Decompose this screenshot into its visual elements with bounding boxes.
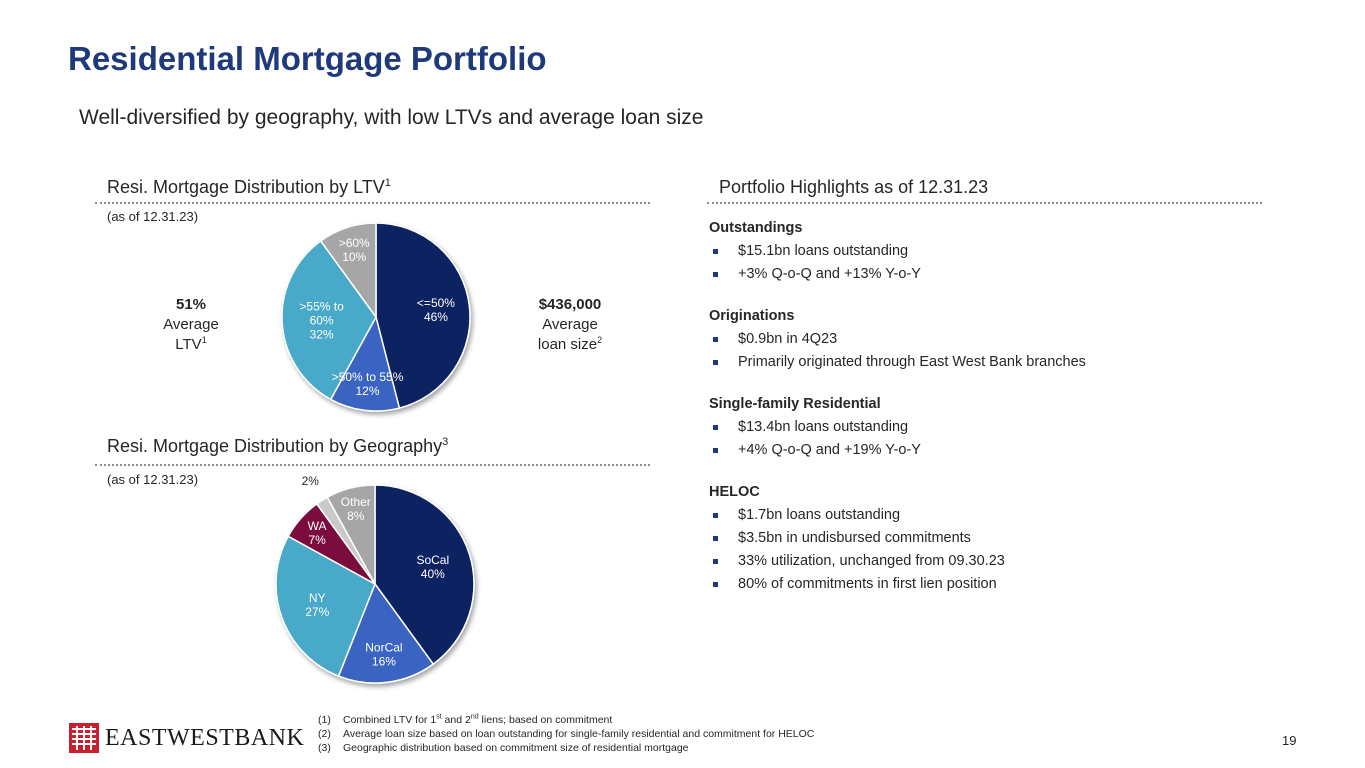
pie-label--50-: <=50% 46%: [417, 296, 455, 324]
pie-slice--55-to-60-: [281, 239, 377, 401]
bullet-square-icon: [713, 536, 718, 541]
bullet-square-icon: [713, 559, 718, 564]
bullet-square-icon: [713, 360, 718, 365]
bullet-square-icon: [713, 272, 718, 277]
footnote-1: (1) Combined LTV for 1st and 2nd liens; b…: [318, 713, 613, 727]
pie-slice-other: [326, 484, 376, 585]
average-ltv-label-2: LTV1: [175, 335, 207, 354]
highlight-group-title: Originations: [709, 308, 795, 324]
ltv-pie-chart: <=50% 46% >50% to 55% 12% >55% to 60% 32% >60% 1…: [281, 222, 471, 412]
highlight-item: 80% of commitments in first lien positio…: [709, 575, 1309, 594]
highlight-group-title: Single-family Residential: [709, 396, 881, 412]
page-title: Residential Mortgage Portfolio: [68, 40, 547, 77]
bullet-square-icon: [713, 249, 718, 254]
pie-label-wa: WA 7%: [308, 519, 327, 547]
ltv-section-heading: Resi. Mortgage Distribution by LTV1: [107, 177, 391, 197]
highlight-item: $13.4bn loans outstanding: [709, 418, 1309, 437]
highlight-group-single-family: Single-family Residential $13.4bn loans …: [709, 395, 1309, 460]
average-ltv-value: 51%: [175, 296, 207, 313]
east-west-bank-logo: EASTWESTBANK: [69, 723, 304, 753]
highlights-divider: [707, 202, 1262, 204]
average-loan-size-label-1: Average: [542, 316, 598, 333]
pie-slice-norcal: [337, 582, 435, 684]
pie-label-socal: SoCal 40%: [416, 553, 449, 581]
pie-slice--60-: [319, 222, 377, 320]
average-loan-size-value: $436,000: [538, 296, 602, 313]
highlight-item: +4% Q-o-Q and +19% Y-o-Y: [709, 441, 1309, 460]
highlight-group-heloc: HELOC $1.7bn loans outstanding $3.5bn in…: [709, 483, 1309, 594]
bullet-square-icon: [713, 425, 718, 430]
highlights-heading: Portfolio Highlights as of 12.31.23: [719, 177, 989, 197]
footnote-2: (2) Average loan size based on loan outst…: [318, 728, 815, 740]
pie-label-other: Other 8%: [341, 495, 371, 523]
ltv-as-of: (as of 12.31.23): [107, 209, 199, 224]
page-subtitle: Well-diversified by geography, with low …: [79, 106, 704, 129]
ltv-divider: [95, 202, 650, 204]
highlight-group-originations: Originations $0.9bn in 4Q23 Primarily or…: [709, 307, 1309, 372]
footnote-3: (3) Geographic distribution based on comm…: [318, 742, 689, 754]
pie-label--50-to-55-: >50% to 55% 12%: [332, 370, 404, 398]
page-number: 19: [1282, 733, 1297, 748]
pie-label--55-to-60-: >55% to 60% 32%: [299, 299, 344, 341]
geo-section-heading: Resi. Mortgage Distribution by Geography…: [107, 436, 449, 456]
pie-label-norcal: NorCal 16%: [365, 641, 402, 669]
bullet-square-icon: [713, 513, 718, 518]
highlight-item: $0.9bn in 4Q23: [709, 330, 1309, 349]
footnotes: (1) Combined LTV for 1st and 2nd liens; b…: [318, 713, 814, 755]
highlight-item: 33% utilization, unchanged from 09.30.23: [709, 552, 1309, 571]
highlights-list: Outstandings $15.1bn loans outstanding +…: [709, 219, 1309, 617]
pie-label-ny: NY 27%: [305, 591, 329, 619]
pie-label-tx: TX2%: [302, 474, 320, 488]
highlight-group-title: Outstandings: [709, 220, 803, 236]
bullet-square-icon: [713, 337, 718, 342]
bullet-square-icon: [713, 582, 718, 587]
average-ltv-stat: 51% Average LTV1: [150, 295, 232, 355]
average-loan-size-stat: $436,000 Average loan size2: [520, 295, 620, 355]
pie-slice-socal: [374, 484, 475, 666]
geo-as-of: (as of 12.31.23): [107, 472, 199, 487]
highlight-item: $3.5bn in undisbursed commitments: [709, 529, 1309, 548]
logo-wordmark: EASTWESTBANK: [105, 724, 305, 751]
highlight-group-outstandings: Outstandings $15.1bn loans outstanding +…: [709, 219, 1309, 284]
highlight-item: $15.1bn loans outstanding: [709, 242, 1309, 261]
highlight-item: $1.7bn loans outstanding: [709, 506, 1309, 525]
bullet-square-icon: [713, 448, 718, 453]
average-loan-size-label-2: loan size2: [537, 335, 603, 354]
highlight-item: +3% Q-o-Q and +13% Y-o-Y: [709, 265, 1309, 284]
highlight-item: Primarily originated through East West B…: [709, 353, 1309, 372]
pie-slice--50-to-55-: [329, 314, 401, 412]
bank-emblem-icon: [69, 723, 99, 753]
highlight-group-title: HELOC: [709, 484, 760, 500]
geo-divider: [95, 464, 650, 466]
pie-slice--50-: [375, 222, 471, 409]
average-ltv-label-1: Average: [163, 316, 219, 333]
pie-label--60-: >60% 10%: [339, 236, 370, 264]
